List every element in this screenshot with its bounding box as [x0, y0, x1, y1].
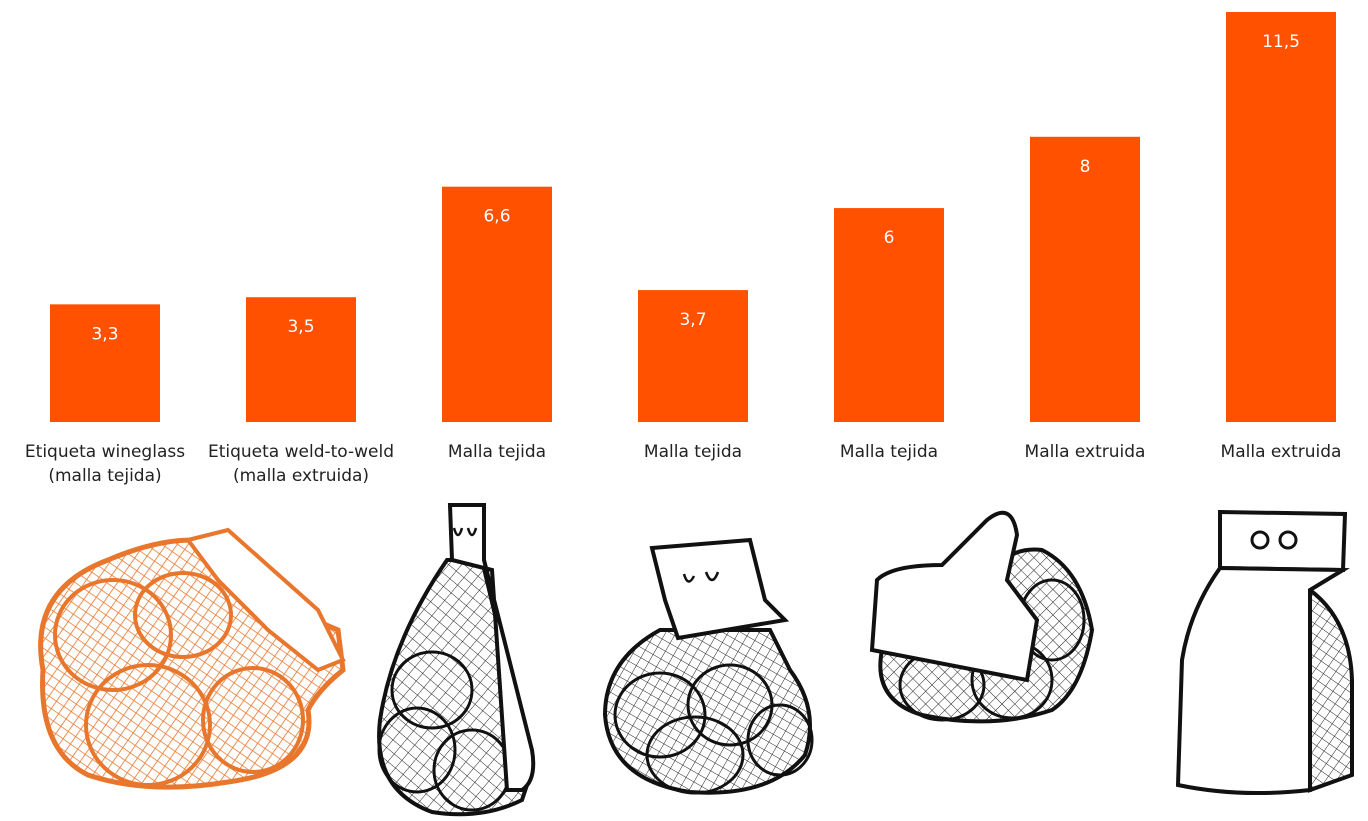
data-label-7: 11,5	[1262, 32, 1300, 52]
data-label-1: 3,3	[91, 324, 118, 344]
category-label-4: Malla tejida	[643, 442, 743, 462]
bar-6	[1030, 136, 1140, 423]
category-label-1: Etiqueta wineglass (malla tejida)	[24, 442, 186, 486]
woven-mesh-bag-handle-label-illustration	[869, 510, 1095, 724]
extruded-mesh-bag-weld-to-weld-illustration	[377, 503, 536, 817]
data-label-6: 8	[1080, 157, 1091, 177]
data-label-3: 6,6	[483, 207, 510, 227]
bar-1	[50, 304, 160, 422]
woven-mesh-bag-wineglass-label-illustration	[38, 527, 346, 790]
category-label-2: Etiqueta weld-to-weld (malla extruida)	[207, 442, 395, 486]
data-label-2: 3,5	[287, 317, 314, 337]
category-label-3: Malla tejida	[447, 442, 547, 462]
category-label-6: Malla extruida	[1024, 442, 1146, 462]
bar-3	[442, 186, 552, 422]
bar-2	[246, 297, 356, 422]
bar-chart: 3,3 3,5 6,6 3,7 6 8 11,5	[50, 12, 1336, 423]
category-label-7: Malla extruida	[1220, 442, 1342, 462]
category-label-5: Malla tejida	[839, 442, 939, 462]
bar-4	[638, 290, 748, 422]
woven-mesh-bag-top-label-illustration	[602, 537, 814, 795]
bar-5	[834, 208, 944, 422]
extruded-mesh-box-bag-illustration	[1175, 509, 1354, 796]
data-label-4: 3,7	[679, 310, 706, 330]
data-label-5: 6	[884, 228, 895, 248]
bar-7	[1226, 12, 1336, 422]
